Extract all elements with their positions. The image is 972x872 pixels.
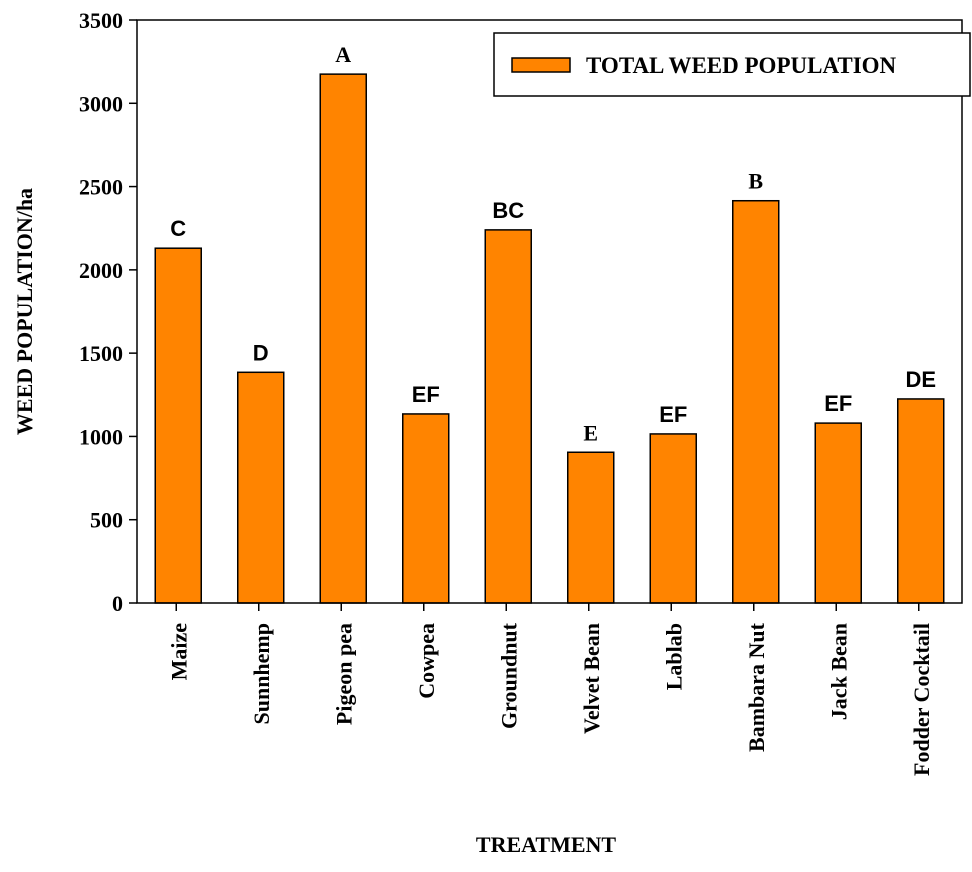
y-tick-label: 1500 [79, 341, 123, 366]
significance-label: EF [659, 402, 687, 427]
y-tick-label: 2500 [79, 175, 123, 200]
x-tick-label: Jack Bean [826, 623, 851, 720]
significance-label: E [583, 420, 598, 445]
y-axis-title: WEED POPULATION/ha [12, 188, 37, 435]
y-tick-label: 2000 [79, 258, 123, 283]
significance-labels: C D A EF BC E EF B EF DE [170, 42, 936, 445]
x-axis-tick-labels: Maize Sunnhemp Pigeon pea Cowpea Groundnut Ve… [166, 622, 934, 776]
y-tick-label: 3500 [79, 8, 123, 33]
bars [154, 73, 945, 604]
legend-swatch [511, 57, 571, 73]
x-tick-label: Groundnut [496, 622, 521, 729]
x-tick-label: Sunnhemp [249, 623, 274, 725]
x-tick-label: Fodder Cocktail [909, 623, 934, 776]
significance-label: EF [824, 391, 852, 416]
bar [237, 371, 285, 604]
bar [814, 422, 862, 604]
significance-label: A [335, 42, 351, 67]
y-axis-ticks [129, 19, 137, 604]
significance-label: DE [905, 367, 936, 392]
x-tick-label: Lablab [661, 623, 686, 690]
significance-label: C [170, 216, 186, 241]
x-tick-label: Cowpea [414, 623, 439, 699]
x-tick-label: Pigeon pea [331, 623, 356, 725]
bar [567, 451, 615, 604]
bar [154, 247, 202, 604]
y-tick-label: 0 [112, 591, 123, 616]
bar [897, 398, 945, 604]
legend: TOTAL WEED POPULATION [493, 32, 971, 97]
x-tick-label: Velvet Bean [579, 623, 604, 734]
bar [732, 199, 780, 604]
x-tick-label: Maize [166, 623, 191, 681]
y-tick-label: 1000 [79, 424, 123, 449]
y-tick-label: 3000 [79, 91, 123, 116]
significance-label: B [748, 169, 763, 194]
legend-label: TOTAL WEED POPULATION [586, 53, 897, 78]
x-tick-label: Bambara Nut [744, 622, 769, 752]
bar [484, 229, 532, 604]
significance-label: BC [492, 198, 524, 223]
y-axis-tick-labels: 0 500 1000 1500 2000 2500 3000 3500 [79, 8, 123, 616]
x-axis-title: TREATMENT [476, 832, 616, 857]
plot-area-frame [136, 19, 963, 604]
bar [402, 413, 450, 604]
significance-label: D [253, 340, 269, 365]
x-axis-ticks [175, 603, 920, 611]
legend-box [493, 32, 971, 97]
significance-label: EF [412, 382, 440, 407]
bar [319, 73, 367, 604]
bar [649, 433, 697, 604]
y-tick-label: 500 [90, 508, 123, 533]
